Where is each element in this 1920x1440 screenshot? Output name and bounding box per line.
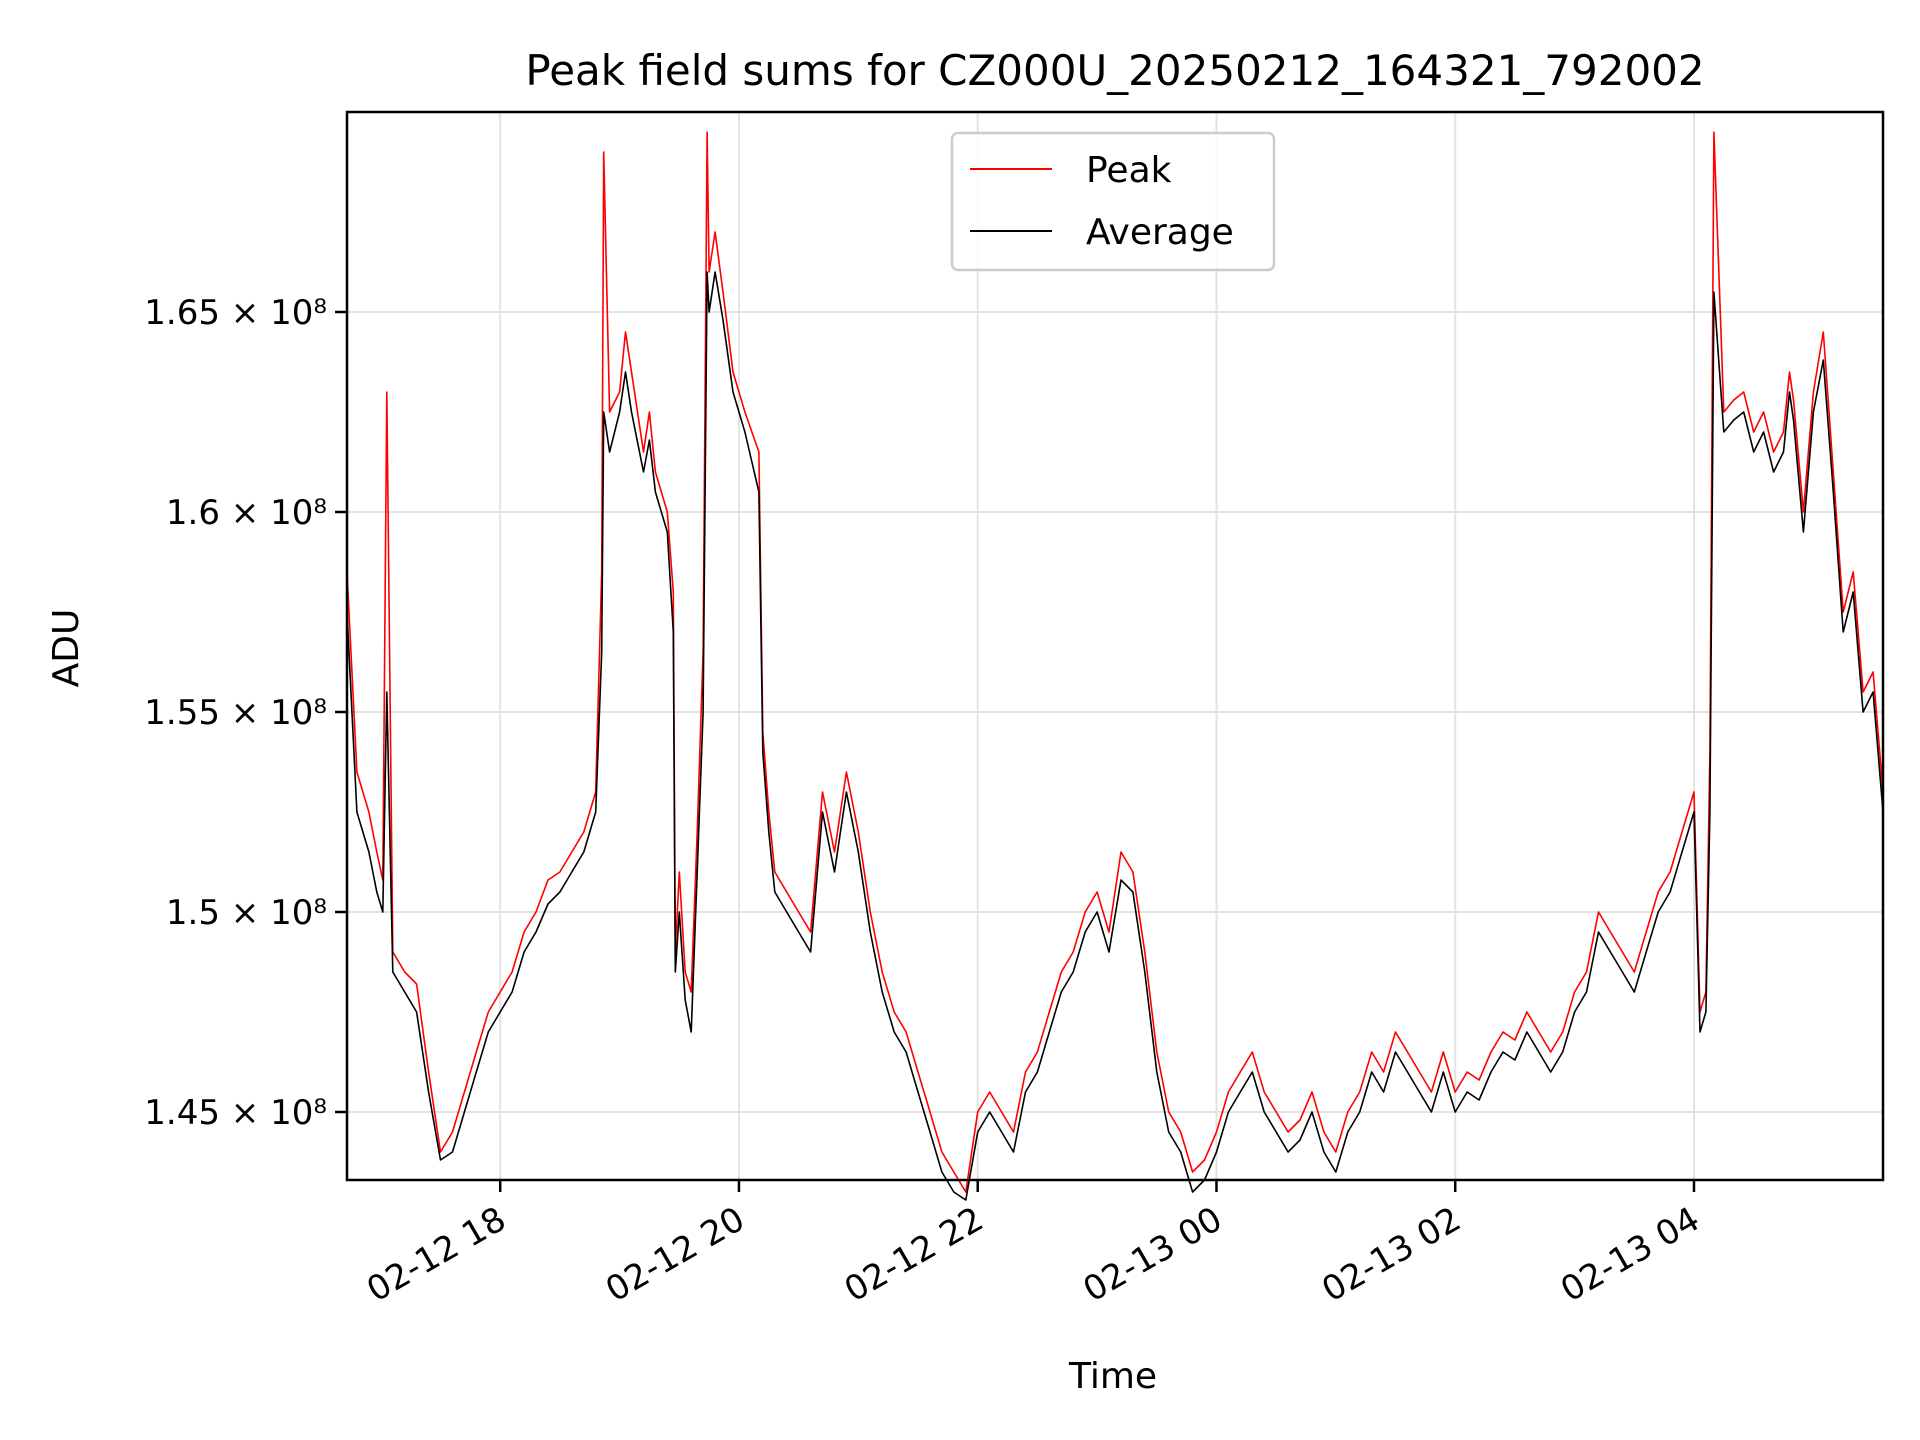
series-layer: [346, 131, 1884, 1201]
chart-title: Peak field sums for CZ000U_20250212_1643…: [525, 46, 1704, 95]
y-tick-label: 1.5 × 10⁸: [166, 893, 327, 933]
peak-series-line: [346, 131, 1884, 1193]
legend-box: [950, 131, 1276, 272]
average-series-line: [346, 271, 1884, 1201]
plot-frame: [345, 110, 1885, 1182]
y-axis: 1.45 × 10⁸ 1.5 × 10⁸ 1.55 × 10⁸ 1.6 × 10⁸ 1.…: [144, 293, 347, 1133]
x-axis-label: Time: [1068, 1356, 1157, 1397]
legend: Peak Average: [950, 131, 1276, 272]
legend-label-average: Average: [1086, 212, 1234, 253]
grid: [347, 112, 1883, 1180]
legend-label-peak: Peak: [1086, 150, 1172, 191]
y-tick-label: 1.45 × 10⁸: [144, 1093, 327, 1133]
y-tick-label: 1.55 × 10⁸: [144, 693, 327, 733]
y-axis-label: ADU: [46, 609, 87, 688]
y-tick-label: 1.6 × 10⁸: [166, 493, 327, 533]
y-tick-label: 1.65 × 10⁸: [144, 293, 327, 333]
